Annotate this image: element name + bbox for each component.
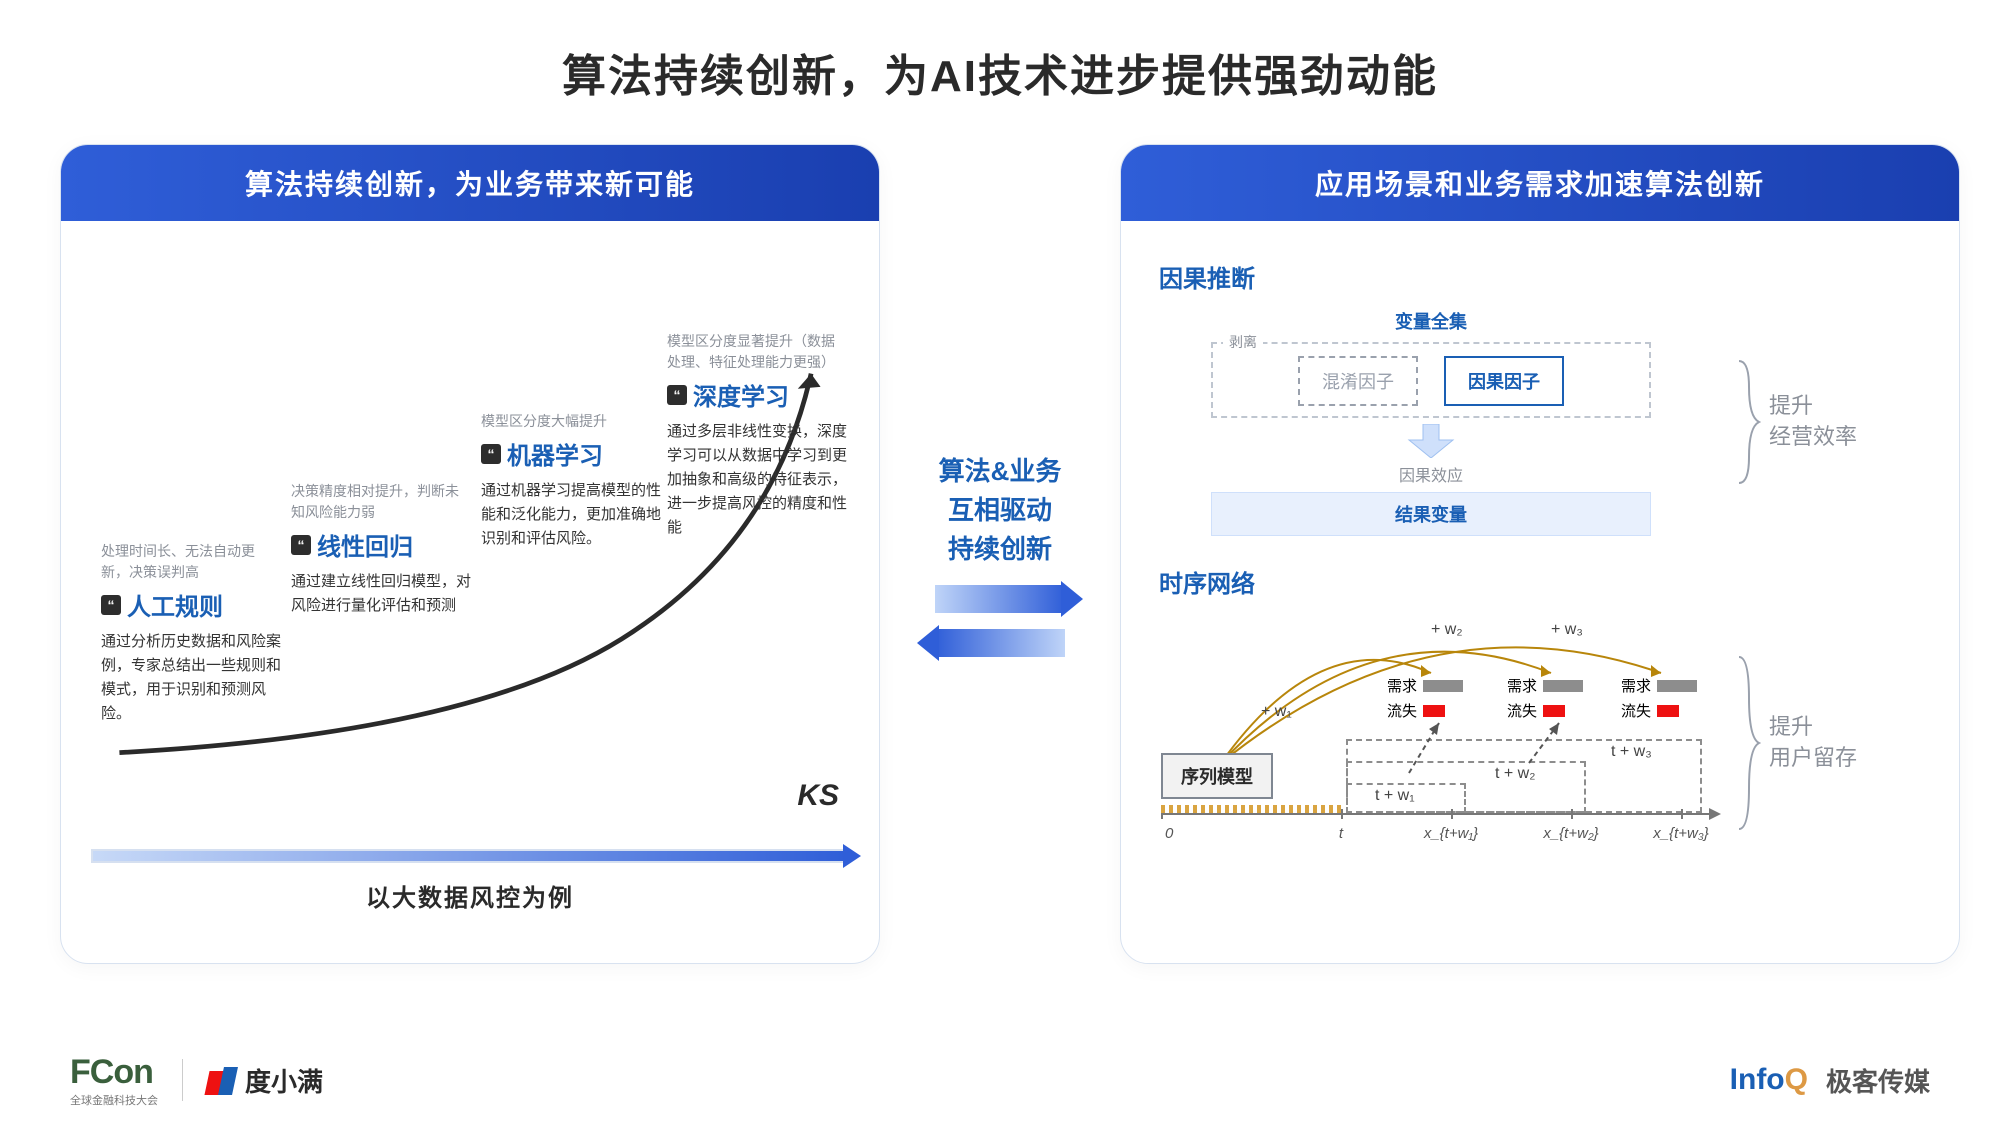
- stair-desc: 通过建立线性回归模型，对风险进行量化评估和预测: [291, 570, 471, 618]
- center-line2: 互相驱动: [939, 491, 1062, 530]
- tick-0: 0: [1165, 825, 1173, 842]
- arrow-right-icon: [935, 585, 1065, 613]
- center-text: 算法&业务 互相驱动 持续创新: [939, 452, 1062, 569]
- seq-dashed-arrows: [1151, 613, 1711, 813]
- result-variable: 结果变量: [1211, 492, 1651, 536]
- footer-divider: [182, 1059, 183, 1101]
- duxiaoman-icon: [207, 1065, 237, 1095]
- seq-diagram: + w₁ + w₂ + w₃ 序列模型 t + w₁ t + w₂ t + w₃…: [1151, 613, 1929, 873]
- effect-label: 因果效应: [1151, 462, 1711, 486]
- tick-band: [1161, 805, 1341, 813]
- panel-right: 应用场景和业务需求加速算法创新 因果推断 变量全集 剥离 混淆因子 因果因子: [1120, 144, 1960, 964]
- panel-right-header: 应用场景和业务需求加速算法创新: [1121, 145, 1959, 221]
- arrow-left-icon: [935, 629, 1065, 657]
- duxiaoman-logo: 度小满: [207, 1062, 323, 1099]
- footer: FCon 全球金融科技大会 度小满 InfoQ 极客传媒: [0, 1035, 2000, 1125]
- stair-desc: 通过分析历史数据和风险案例，专家总结出一些规则和模式，用于识别和预测风险。: [101, 630, 281, 726]
- quote-icon: “: [101, 595, 121, 615]
- geek-media: 极客传媒: [1826, 1062, 1930, 1099]
- stair-note: 模型区分度显著提升（数据处理、特征处理能力更强）: [667, 331, 847, 373]
- panel-right-body: 因果推断 变量全集 剥离 混淆因子 因果因子 因果效应 结果变: [1121, 221, 1959, 963]
- time-axis: [1161, 813, 1711, 815]
- causal-benefit: 提升 经营效率: [1769, 391, 1857, 453]
- stair-note: 决策精度相对提升，判断未知风险能力弱: [291, 481, 471, 523]
- stair-3: 模型区分度显著提升（数据处理、特征处理能力更强） “ 深度学习通过多层非线性变换，深…: [667, 331, 847, 540]
- panels-container: 算法持续创新，为业务带来新可能 处理时间长、无法自动更新，决策误判高“人工规则通…: [0, 104, 2000, 964]
- confound-factor: 混淆因子: [1298, 356, 1418, 406]
- stair-note: 处理时间长、无法自动更新，决策误判高: [101, 541, 281, 583]
- stair-title: 人工规则: [127, 587, 223, 622]
- quote-icon: “: [481, 444, 501, 464]
- tick-x1: x_{t+w₁}: [1424, 825, 1478, 842]
- stair-desc: 通过多层非线性变换，深度学习可以从数据中学习到更加抽象和高级的特征表示，进一步提…: [667, 420, 847, 540]
- page-title: 算法持续创新，为AI技术进步提供强劲动能: [0, 0, 2000, 104]
- center-connector: 算法&业务 互相驱动 持续创新: [920, 144, 1080, 964]
- center-line3: 持续创新: [939, 530, 1062, 569]
- panel-left: 算法持续创新，为业务带来新可能 处理时间长、无法自动更新，决策误判高“人工规则通…: [60, 144, 880, 964]
- panel-left-body: 处理时间长、无法自动更新，决策误判高 “ 人工规则通过分析历史数据和风险案例，专家总…: [61, 221, 879, 963]
- factor-dashbox: 剥离 混淆因子 因果因子: [1211, 342, 1651, 418]
- stair-0: 处理时间长、无法自动更新，决策误判高 “ 人工规则通过分析历史数据和风险案例，专家总…: [101, 541, 281, 726]
- x-axis-arrow-icon: [843, 844, 861, 868]
- x-axis-bar: [91, 849, 849, 863]
- seq-title: 时序网络: [1159, 564, 1929, 599]
- down-arrow-icon: [1151, 424, 1711, 458]
- panel-left-header: 算法持续创新，为业务带来新可能: [61, 145, 879, 221]
- causal-title: 因果推断: [1159, 259, 1929, 294]
- tick-x3: x_{t+w₃}: [1653, 825, 1709, 842]
- stair-note: 模型区分度大幅提升: [481, 411, 661, 432]
- variable-universe: 变量全集: [1151, 308, 1711, 334]
- stair-2: 模型区分度大幅提升 “ 机器学习通过机器学习提高模型的性能和泛化能力，更加准确地识别…: [481, 411, 661, 551]
- x-axis-label: 以大数据风控为例: [61, 878, 879, 913]
- stair-1: 决策精度相对提升，判断未知风险能力弱 “ 线性回归通过建立线性回归模型，对风险进行量…: [291, 481, 471, 618]
- center-line1: 算法&业务: [939, 452, 1062, 491]
- cause-factor: 因果因子: [1444, 356, 1564, 406]
- fcon-logo: FCon 全球金融科技大会: [70, 1053, 158, 1108]
- causal-diagram: 变量全集 剥离 混淆因子 因果因子 因果效应 结果变量: [1151, 308, 1929, 536]
- stair-title: 线性回归: [317, 527, 413, 562]
- quote-icon: “: [291, 535, 311, 555]
- stair-title: 机器学习: [507, 436, 603, 471]
- quote-icon: “: [667, 385, 687, 405]
- tick-t: t: [1339, 825, 1343, 842]
- ks-label: KS: [797, 779, 839, 813]
- infoq-logo: InfoQ: [1730, 1063, 1808, 1097]
- tick-x2: x_{t+w₂}: [1543, 825, 1598, 842]
- brace-icon: [1735, 357, 1761, 487]
- stair-title: 深度学习: [693, 377, 789, 412]
- peel-label: 剥离: [1223, 332, 1263, 352]
- seq-benefit: 提升 用户留存: [1769, 712, 1857, 774]
- stair-desc: 通过机器学习提高模型的性能和泛化能力，更加准确地识别和评估风险。: [481, 479, 661, 551]
